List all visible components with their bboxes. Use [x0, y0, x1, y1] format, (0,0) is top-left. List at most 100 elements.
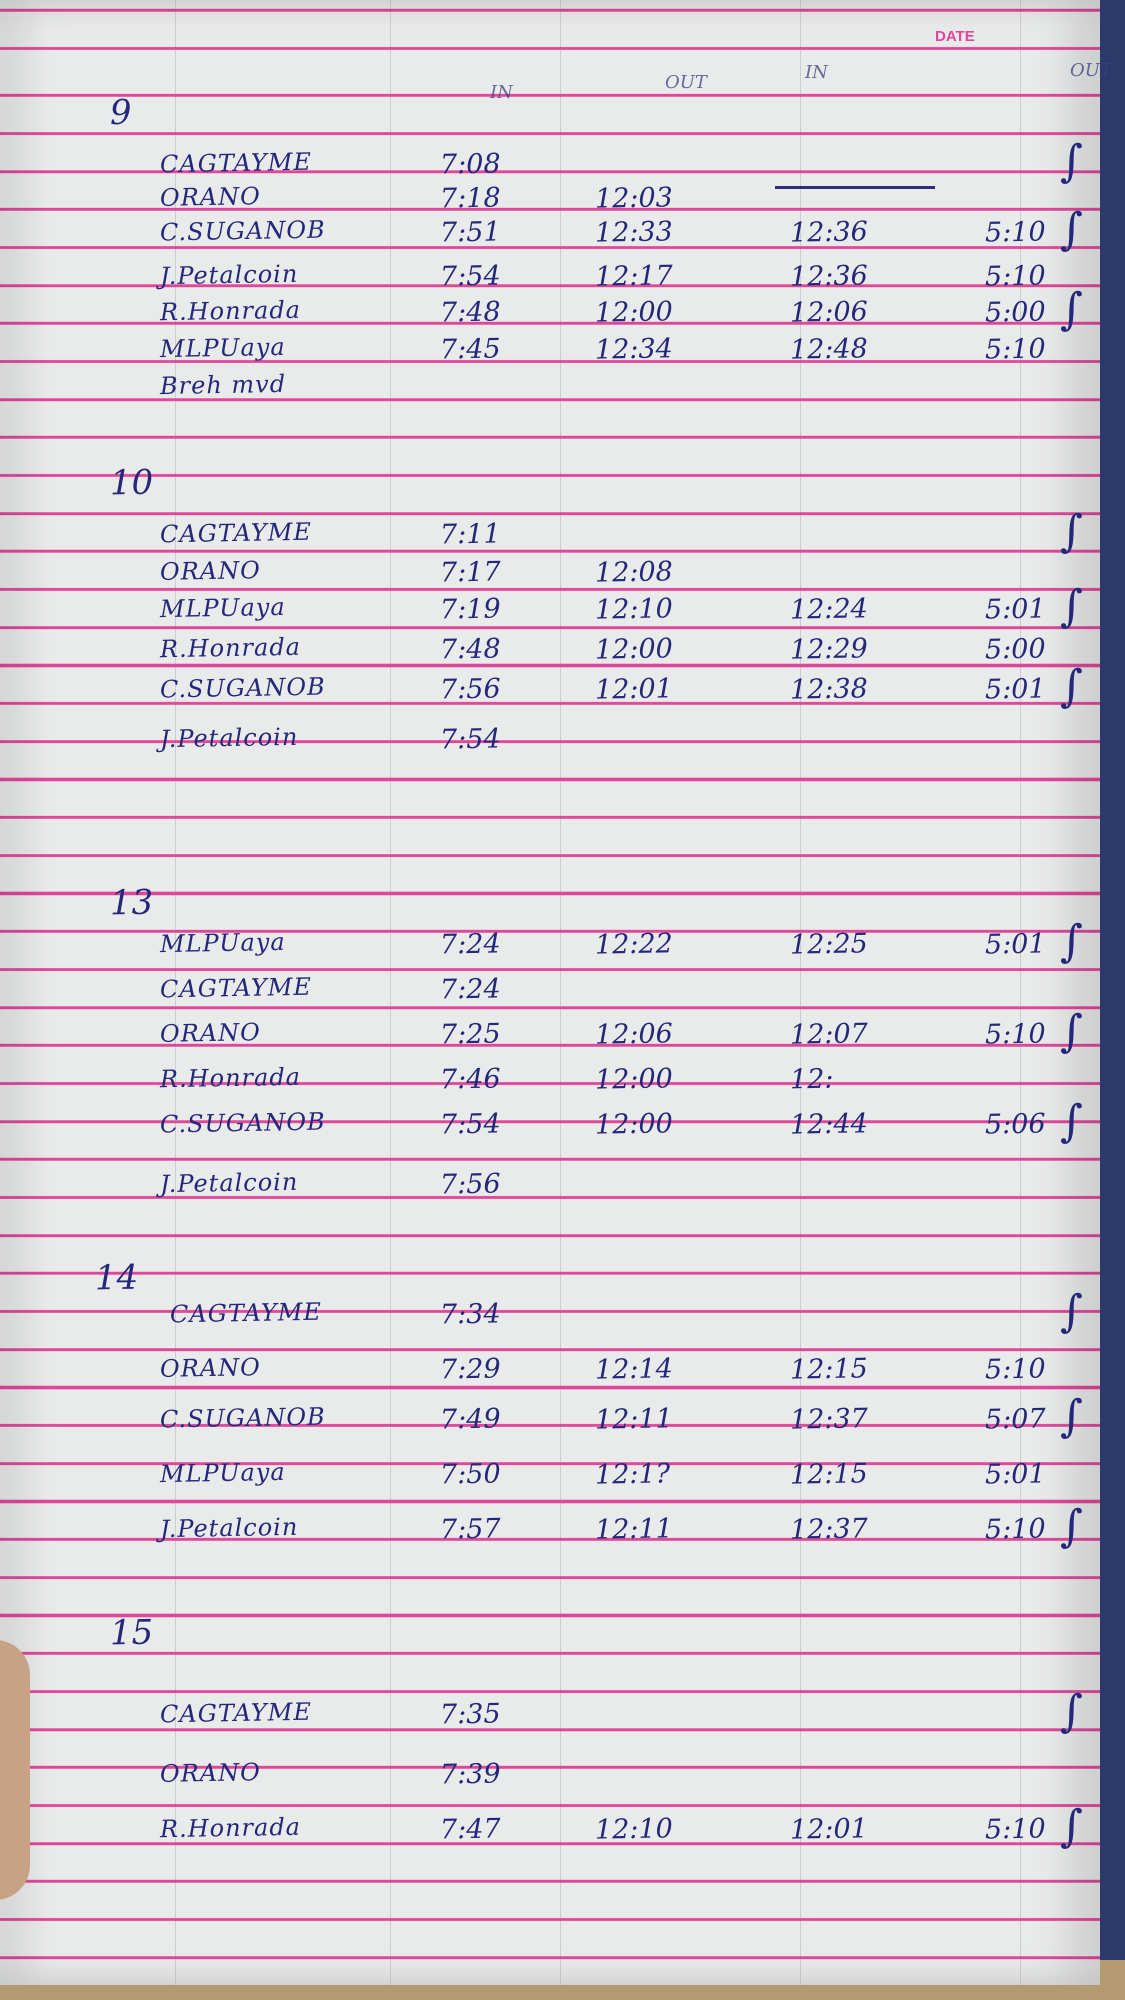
column-divider — [1020, 0, 1021, 1985]
time-out-am: 12:33 — [594, 216, 674, 249]
time-out-pm: 5:00 — [984, 296, 1046, 329]
signature-mark: ∫ — [1060, 1686, 1083, 1737]
signature-mark: ∫ — [1060, 1096, 1083, 1147]
column-divider — [175, 0, 176, 1985]
time-out-am: 12:11 — [594, 1513, 674, 1546]
time-out-pm: 5:01 — [984, 1458, 1046, 1491]
column-divider — [560, 0, 561, 1985]
signature-mark: ∫ — [1060, 284, 1083, 335]
time-out-am: 12:10 — [594, 1813, 674, 1846]
employee-name: MLPUaya — [159, 927, 286, 959]
time-out-am: 12:14 — [594, 1353, 674, 1386]
time-in-pm: 12:29 — [789, 633, 869, 666]
time-out-pm: 5:10 — [984, 1353, 1046, 1386]
signature-mark: ∫ — [1060, 136, 1083, 187]
time-in-am: 7:39 — [439, 1758, 501, 1791]
time-in-pm: 12:01 — [789, 1813, 869, 1846]
time-in-am: 7:56 — [439, 673, 501, 706]
time-out-am: 12:22 — [594, 928, 674, 961]
time-in-am: 7:48 — [439, 633, 501, 666]
employee-name: ORANO — [159, 1018, 261, 1048]
time-in-am: 7:47 — [439, 1813, 501, 1846]
time-in-pm: 12:07 — [789, 1018, 869, 1051]
time-out-pm: 5:01 — [984, 673, 1046, 706]
time-in-pm: 12:15 — [789, 1458, 869, 1491]
time-out-pm: 5:10 — [984, 1513, 1046, 1546]
employee-name: R.Honrada — [159, 1812, 302, 1844]
employee-name: R.Honrada — [159, 295, 302, 327]
date-label: DATE — [935, 28, 975, 45]
date-heading: 9 — [109, 92, 132, 134]
time-in-am: 7:46 — [439, 1063, 501, 1096]
time-out-am: 12:34 — [594, 333, 674, 366]
header-am-out: OUT — [665, 72, 707, 93]
time-out-pm: 5:10 — [984, 1813, 1046, 1846]
employee-name: R.Honrada — [159, 632, 302, 664]
signature-mark: ∫ — [1060, 1286, 1083, 1337]
time-in-pm: 12:37 — [789, 1513, 869, 1546]
employee-name: C.SUGANOB — [159, 672, 326, 704]
time-in-pm: 12:06 — [789, 296, 869, 329]
time-out-pm: 5:10 — [984, 333, 1046, 366]
employee-name: CAGTAYME — [159, 517, 313, 549]
time-in-am: 7:24 — [439, 973, 501, 1006]
time-out-am: 12:03 — [594, 182, 674, 215]
date-heading: 14 — [94, 1257, 139, 1299]
signature-mark: ∫ — [1060, 1006, 1083, 1057]
time-in-am: 7:49 — [439, 1403, 501, 1436]
time-out-am: 12:00 — [594, 1063, 674, 1096]
time-out-pm: 5:00 — [984, 633, 1046, 666]
employee-name: ORANO — [159, 1353, 261, 1383]
time-out-pm: 5:01 — [984, 593, 1046, 626]
time-in-am: 7:48 — [439, 296, 501, 329]
employee-name: J.Petalcoin — [159, 259, 299, 291]
time-in-am: 7:08 — [439, 148, 501, 181]
time-in-am: 7:24 — [439, 928, 501, 961]
time-out-pm: 5:01 — [984, 928, 1046, 961]
signature-mark: ∫ — [1060, 204, 1083, 255]
employee-name: Breh mvd — [159, 369, 287, 401]
time-in-am: 7:56 — [439, 1168, 501, 1201]
date-heading: 10 — [109, 462, 154, 504]
employee-name: R.Honrada — [159, 1062, 302, 1094]
time-out-am: 12:11 — [594, 1403, 674, 1436]
signature-mark: ∫ — [1060, 506, 1083, 557]
time-in-am: 7:54 — [439, 260, 501, 293]
time-in-am: 7:35 — [439, 1698, 501, 1731]
time-out-am: 12:00 — [594, 296, 674, 329]
header-pm-out: OUT — [1070, 60, 1112, 81]
time-out-pm: 5:10 — [984, 216, 1046, 249]
employee-name: J.Petalcoin — [159, 722, 299, 754]
employee-name: J.Petalcoin — [159, 1512, 299, 1544]
employee-name: C.SUGANOB — [159, 1107, 326, 1139]
employee-name: MLPUaya — [159, 332, 286, 364]
employee-name: J.Petalcoin — [159, 1167, 299, 1199]
time-in-pm: 12:37 — [789, 1403, 869, 1436]
time-in-am: 7:29 — [439, 1353, 501, 1386]
signature-mark: ∫ — [1060, 1501, 1083, 1552]
employee-name: MLPUaya — [159, 1457, 286, 1489]
time-in-am: 7:17 — [439, 556, 501, 589]
time-out-am: 12:08 — [594, 556, 674, 589]
time-out-am: 12:17 — [594, 260, 674, 293]
time-in-pm: 12:38 — [789, 673, 869, 706]
employee-name: CAGTAYME — [169, 1297, 323, 1329]
date-heading: 15 — [109, 1612, 154, 1654]
signature-mark: ∫ — [1060, 1391, 1083, 1442]
time-in-pm: 12:15 — [789, 1353, 869, 1386]
employee-name: MLPUaya — [159, 592, 286, 624]
header-pm-in: IN — [805, 62, 828, 83]
employee-name: ORANO — [159, 1758, 261, 1788]
time-out-am: 12:00 — [594, 1108, 674, 1141]
thumb — [0, 1640, 30, 1900]
date-heading: 13 — [109, 882, 154, 924]
time-in-am: 7:25 — [439, 1018, 501, 1051]
employee-name: ORANO — [159, 182, 261, 212]
time-out-am: 12:10 — [594, 593, 674, 626]
employee-name: CAGTAYME — [159, 972, 313, 1004]
time-in-am: 7:54 — [439, 723, 501, 756]
time-in-am: 7:19 — [439, 593, 501, 626]
employee-name: CAGTAYME — [159, 147, 313, 179]
employee-name: C.SUGANOB — [159, 215, 326, 247]
time-out-am: 12:00 — [594, 633, 674, 666]
